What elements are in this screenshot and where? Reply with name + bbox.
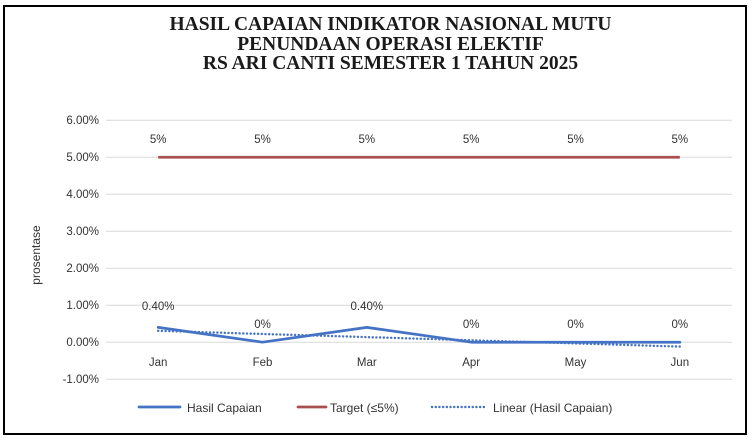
svg-text:5%: 5% — [567, 134, 584, 146]
svg-text:6.00%: 6.00% — [66, 115, 99, 127]
svg-text:Linear (Hasil Capaian): Linear (Hasil Capaian) — [493, 401, 612, 415]
svg-text:0%: 0% — [254, 319, 271, 331]
svg-text:2.00%: 2.00% — [66, 263, 99, 275]
svg-text:5%: 5% — [463, 134, 480, 146]
svg-text:prosentase: prosentase — [29, 225, 43, 285]
svg-text:1.00%: 1.00% — [66, 300, 99, 312]
svg-text:Jan: Jan — [149, 357, 168, 369]
svg-text:5.00%: 5.00% — [66, 152, 99, 164]
svg-text:5%: 5% — [254, 134, 271, 146]
svg-text:May: May — [565, 357, 587, 369]
svg-text:0.40%: 0.40% — [351, 301, 384, 313]
svg-text:5%: 5% — [672, 134, 689, 146]
svg-text:Jun: Jun — [671, 357, 690, 369]
svg-text:4.00%: 4.00% — [66, 189, 99, 201]
svg-text:Apr: Apr — [462, 357, 480, 369]
svg-text:5%: 5% — [359, 134, 376, 146]
svg-text:Feb: Feb — [253, 357, 273, 369]
svg-text:3.00%: 3.00% — [66, 226, 99, 238]
svg-text:Target (≤5%): Target (≤5%) — [330, 401, 399, 415]
svg-text:0.00%: 0.00% — [66, 337, 99, 349]
svg-text:0.40%: 0.40% — [142, 301, 175, 313]
svg-text:Hasil Capaian: Hasil Capaian — [187, 401, 262, 415]
svg-text:Mar: Mar — [357, 357, 377, 369]
svg-text:-1.00%: -1.00% — [63, 374, 99, 386]
svg-text:5%: 5% — [150, 134, 167, 146]
svg-text:0%: 0% — [672, 319, 689, 331]
svg-text:0%: 0% — [567, 319, 584, 331]
svg-text:0%: 0% — [463, 319, 480, 331]
